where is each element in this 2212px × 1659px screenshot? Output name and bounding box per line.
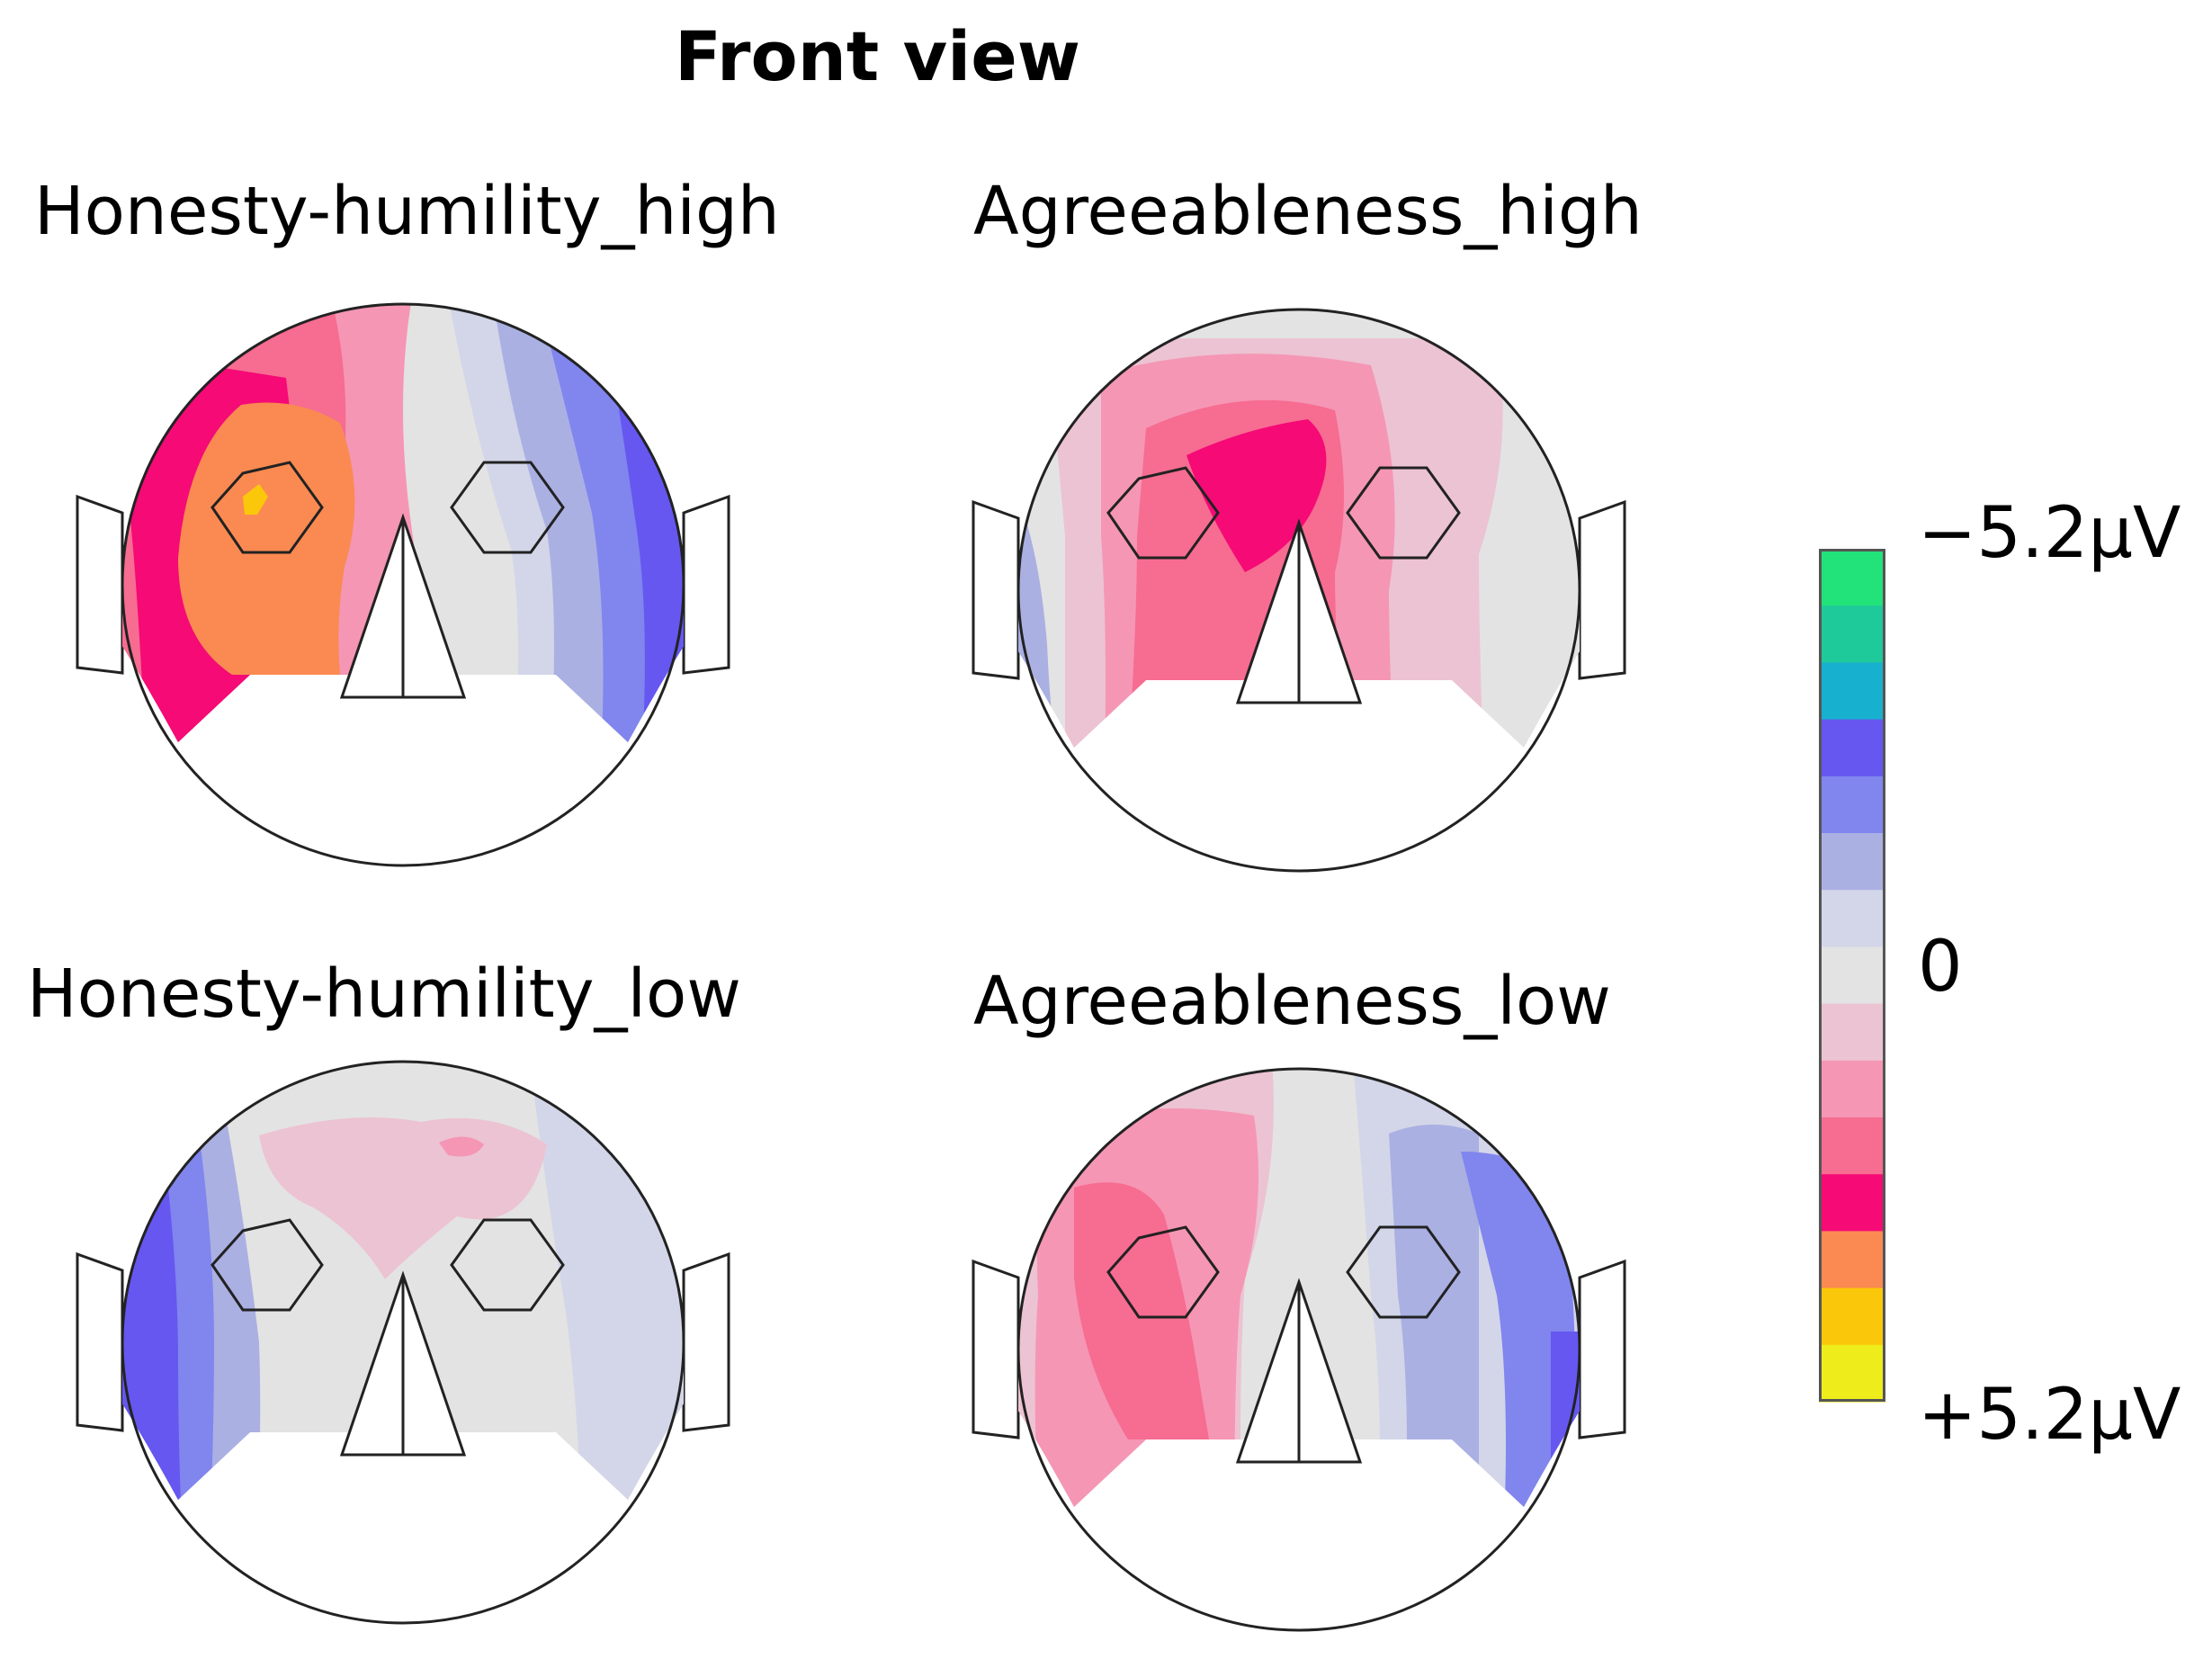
colorbar: [1819, 549, 1885, 1403]
colorbar-swatch: [1819, 946, 1885, 1005]
topomap-honesty-humility-high: [76, 302, 730, 867]
colorbar-swatch: [1819, 1174, 1885, 1232]
colorbar-swatch: [1819, 1060, 1885, 1118]
colorbar-swatch: [1819, 776, 1885, 834]
colorbar-swatch: [1819, 549, 1885, 606]
panel-label-agreeableness-low: Agreeableness_low: [973, 963, 1611, 1040]
panel-label-honesty-humility-high: Honesty-humility_high: [34, 173, 780, 250]
topomap-agreeableness-high: [972, 308, 1626, 873]
colorbar-swatch: [1819, 1231, 1885, 1289]
topomap-agreeableness-low: [972, 1067, 1626, 1632]
panel-label-honesty-humility-low: Honesty-humility_low: [27, 955, 741, 1033]
panel-label-agreeableness-high: Agreeableness_high: [973, 173, 1643, 250]
topomap-honesty-humility-low: [76, 1060, 730, 1625]
colorbar-swatch: [1819, 719, 1885, 777]
colorbar-top-label: −5.2µV: [1918, 493, 2181, 574]
colorbar-swatch: [1819, 890, 1885, 947]
colorbar-mid-label: 0: [1918, 927, 1963, 1008]
colorbar-swatch: [1819, 1117, 1885, 1175]
colorbar-swatch: [1819, 662, 1885, 721]
colorbar-swatch: [1819, 1003, 1885, 1062]
colorbar-swatch: [1819, 833, 1885, 891]
colorbar-border: [1819, 549, 1885, 1402]
figure-title: Front view: [675, 16, 1080, 96]
colorbar-swatch: [1819, 1287, 1885, 1346]
colorbar-bottom-label: +5.2µV: [1918, 1375, 2181, 1456]
colorbar-swatch: [1819, 1344, 1885, 1403]
colorbar-swatch: [1819, 605, 1885, 663]
